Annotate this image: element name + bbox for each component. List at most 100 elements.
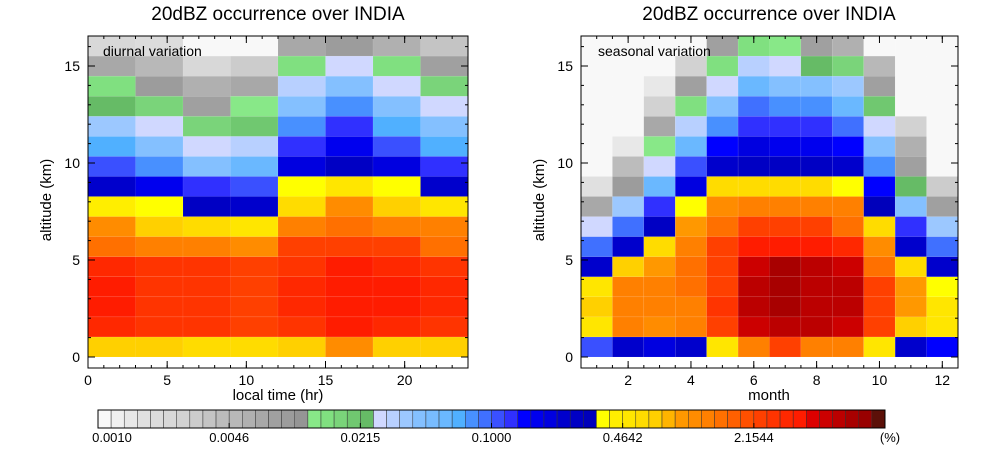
- colorbar-swatch: [661, 409, 676, 429]
- colorbar-swatch: [753, 409, 768, 429]
- heatmap-cell: [706, 256, 739, 277]
- heatmap-cell: [894, 136, 927, 157]
- colorbar-swatch: [740, 409, 755, 429]
- heatmap-cell: [372, 276, 421, 298]
- colorbar-swatch: [465, 409, 479, 429]
- y-tick-label: 5: [72, 252, 80, 268]
- x-tick-label: 12: [935, 372, 951, 388]
- heatmap-cell: [277, 156, 326, 177]
- heatmap-cell: [769, 156, 802, 177]
- heatmap-cell: [135, 216, 184, 237]
- heatmap-cell: [643, 196, 676, 217]
- heatmap-cell: [894, 35, 927, 57]
- heatmap-cell: [863, 256, 896, 277]
- heatmap-cell: [182, 55, 231, 77]
- heatmap-cell: [894, 236, 927, 257]
- heatmap-cell: [737, 136, 770, 157]
- heatmap-cell: [325, 116, 374, 137]
- colorbar-swatch: [622, 409, 637, 429]
- heatmap-cell: [230, 256, 279, 277]
- heatmap-cell: [135, 196, 184, 217]
- heatmap-cell: [420, 296, 469, 318]
- heatmap-cell: [277, 196, 326, 217]
- heatmap-cell: [863, 55, 896, 77]
- heatmap-cell: [926, 136, 959, 157]
- heatmap-cell: [420, 256, 469, 277]
- colorbar-swatch: [228, 409, 243, 429]
- diurnal-panel: 20dBZ occurrence over INDIA diurnal vari…: [38, 4, 469, 404]
- colorbar-swatch: [412, 409, 427, 429]
- heatmap-cell: [230, 35, 279, 57]
- colorbar-swatch: [242, 409, 256, 429]
- heatmap-cell: [769, 75, 802, 97]
- heatmap-cell: [372, 35, 421, 57]
- heatmap-cell: [706, 116, 739, 137]
- colorbar-swatch: [779, 409, 794, 429]
- heatmap-cell: [737, 316, 770, 338]
- seasonal-heatmap-cells: [580, 35, 959, 358]
- heatmap-cell: [580, 176, 613, 197]
- heatmap-cell: [230, 116, 279, 137]
- heatmap-cell: [737, 75, 770, 97]
- colorbar-swatch: [294, 409, 309, 429]
- heatmap-cell: [643, 316, 676, 338]
- heatmap-cell: [894, 156, 927, 177]
- heatmap-cell: [612, 316, 645, 338]
- heatmap-cell: [894, 276, 927, 298]
- heatmap-cell: [420, 156, 469, 177]
- heatmap-cell: [675, 216, 707, 237]
- heatmap-cell: [325, 236, 374, 257]
- x-tick-label: 10: [239, 372, 255, 388]
- heatmap-cell: [325, 75, 374, 97]
- heatmap-cell: [769, 216, 802, 237]
- heatmap-cell: [800, 55, 833, 77]
- heatmap-cell: [832, 336, 864, 358]
- colorbar-swatch: [543, 409, 558, 429]
- heatmap-cell: [277, 336, 326, 358]
- heatmap-cell: [894, 75, 927, 97]
- heatmap-cell: [277, 35, 326, 57]
- colorbar-tick-label: 0.4642: [603, 430, 643, 445]
- colorbar-swatch: [845, 409, 860, 429]
- diurnal-ylabel: altitude (km): [38, 159, 55, 242]
- colorbar-swatch: [123, 409, 138, 429]
- y-tick-label: 0: [565, 349, 573, 365]
- heatmap-cell: [894, 116, 927, 137]
- heatmap-cell: [769, 196, 802, 217]
- heatmap-cell: [372, 156, 421, 177]
- heatmap-cell: [737, 256, 770, 277]
- heatmap-cell: [135, 276, 184, 298]
- heatmap-cell: [230, 276, 279, 298]
- heatmap-cell: [277, 256, 326, 277]
- heatmap-cell: [420, 95, 469, 117]
- heatmap-cell: [612, 55, 645, 77]
- heatmap-cell: [832, 256, 864, 277]
- heatmap-cell: [325, 136, 374, 157]
- heatmap-cell: [230, 176, 279, 197]
- heatmap-cell: [737, 55, 770, 77]
- heatmap-cell: [372, 236, 421, 257]
- heatmap-cell: [182, 176, 231, 197]
- heatmap-cell: [230, 196, 279, 217]
- heatmap-cell: [277, 116, 326, 137]
- heatmap-cell: [87, 176, 136, 197]
- heatmap-cell: [643, 336, 676, 358]
- y-tick-label: 15: [557, 58, 573, 74]
- heatmap-cell: [420, 236, 469, 257]
- heatmap-cell: [737, 156, 770, 177]
- heatmap-cell: [863, 196, 896, 217]
- heatmap-cell: [420, 35, 469, 57]
- heatmap-cell: [230, 95, 279, 117]
- heatmap-cell: [277, 75, 326, 97]
- heatmap-cell: [643, 236, 676, 257]
- heatmap-cell: [894, 336, 927, 358]
- heatmap-cell: [87, 236, 136, 257]
- heatmap-cell: [706, 276, 739, 298]
- heatmap-cell: [182, 256, 231, 277]
- heatmap-cell: [800, 176, 833, 197]
- heatmap-cell: [87, 276, 136, 298]
- heatmap-cell: [612, 95, 645, 117]
- heatmap-cell: [675, 316, 707, 338]
- seasonal-annotation: seasonal variation: [598, 43, 711, 59]
